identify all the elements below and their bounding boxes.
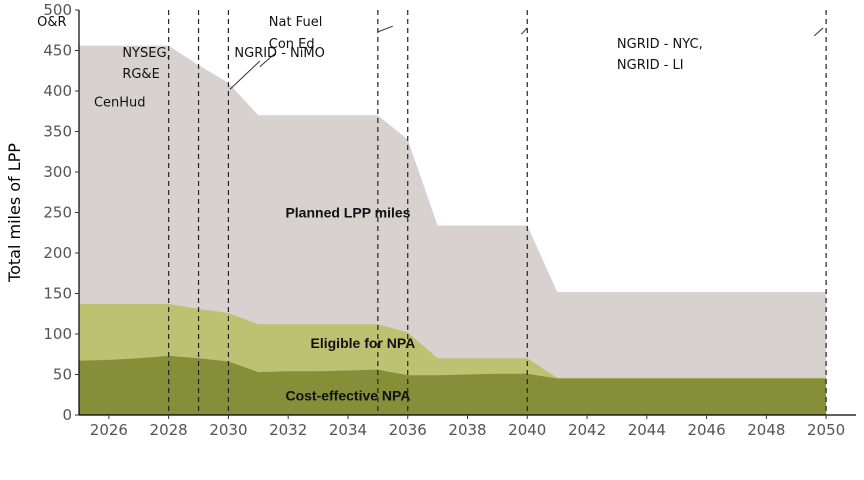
event-label: Nat Fuel bbox=[269, 15, 323, 30]
event-label: NGRID - NYC, bbox=[617, 37, 703, 52]
event-label: O&R bbox=[37, 15, 66, 30]
y-tick-label: 200 bbox=[43, 244, 72, 262]
y-tick-label: 500 bbox=[43, 1, 72, 19]
event-leader-line bbox=[520, 27, 528, 35]
event-label: CenHud bbox=[94, 95, 146, 110]
event-label: RG&E bbox=[122, 67, 159, 82]
event-leader-line bbox=[813, 27, 824, 37]
x-tick-label: 2040 bbox=[508, 421, 546, 439]
y-tick-label: 50 bbox=[53, 366, 72, 384]
x-tick-label: 2050 bbox=[807, 421, 845, 439]
x-tick-label: 2032 bbox=[269, 421, 307, 439]
event-leader-line bbox=[259, 53, 276, 68]
x-tick-label: 2036 bbox=[389, 421, 427, 439]
y-tick-label: 400 bbox=[43, 82, 72, 100]
y-tick-label: 350 bbox=[43, 123, 72, 141]
event-leader-line bbox=[377, 25, 393, 33]
event-label: NGRID - NiMO bbox=[234, 46, 324, 61]
x-tick-label: 2030 bbox=[209, 421, 247, 439]
y-tick-label: 300 bbox=[43, 163, 72, 181]
x-tick-label: 2026 bbox=[90, 421, 128, 439]
x-tick-label: 2042 bbox=[568, 421, 606, 439]
x-tick-label: 2034 bbox=[329, 421, 367, 439]
y-tick-label: 250 bbox=[43, 204, 72, 222]
event-label: NYSEG, bbox=[122, 46, 170, 61]
y-tick-label: 450 bbox=[43, 42, 72, 60]
event-leader-line bbox=[229, 60, 261, 90]
x-tick-label: 2044 bbox=[628, 421, 666, 439]
y-tick-label: 0 bbox=[62, 406, 72, 424]
area-planned bbox=[79, 45, 827, 415]
x-tick-label: 2038 bbox=[448, 421, 486, 439]
y-tick-label: 150 bbox=[43, 285, 72, 303]
event-label: NGRID - LI bbox=[617, 58, 684, 73]
area-label-cost_effective: Cost-effective NPA bbox=[285, 388, 410, 404]
event-label: Con Ed bbox=[269, 37, 315, 52]
y-axis-title: Total miles of LPP bbox=[5, 143, 24, 283]
x-tick-label: 2028 bbox=[150, 421, 188, 439]
x-tick-label: 2046 bbox=[687, 421, 725, 439]
x-tick-label: 2048 bbox=[747, 421, 785, 439]
area-cost_effective bbox=[79, 355, 827, 415]
area-label-planned: Planned LPP miles bbox=[285, 205, 410, 221]
area-label-eligible: Eligible for NPA bbox=[311, 335, 416, 351]
y-tick-label: 100 bbox=[43, 325, 72, 343]
